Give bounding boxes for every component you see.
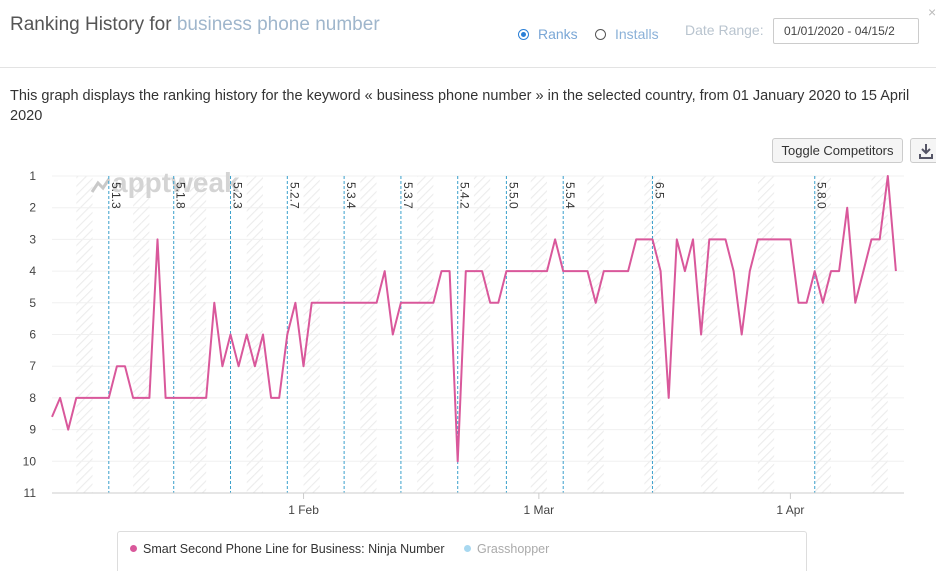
graph-description: This graph displays the ranking history … [10, 88, 910, 124]
y-tick-label: 11 [24, 486, 37, 500]
y-tick-label: 6 [29, 328, 36, 342]
date-range-input[interactable]: 01/01/2020 - 04/15/2 [773, 18, 919, 44]
x-tick-label: 1 Apr [776, 503, 804, 517]
version-label: 5.2.3 [231, 182, 245, 209]
version-label: 5.5.4 [563, 182, 577, 209]
y-tick-label: 8 [29, 391, 36, 405]
radio-installs-label: Installs [615, 26, 659, 42]
radio-installs[interactable]: Installs [595, 26, 659, 42]
version-label: 5.5.0 [506, 182, 520, 209]
version-label: 5.8.0 [815, 182, 829, 209]
download-icon [919, 144, 933, 159]
legend-marker [464, 545, 472, 552]
y-tick-label: 4 [29, 264, 36, 278]
page-title: Ranking History for business phone numbe… [10, 14, 380, 36]
version-label: 5.3.7 [401, 182, 415, 209]
version-label: 5.3.4 [344, 182, 358, 209]
x-tick-label: 1 Mar [524, 503, 555, 517]
watermark: apptweak [90, 167, 240, 198]
y-tick-label: 5 [29, 296, 36, 310]
series-lines [51, 175, 897, 463]
title-keyword: business phone number [176, 14, 380, 35]
version-label: 5.4.2 [458, 182, 472, 209]
y-tick-label: 1 [29, 169, 36, 183]
x-tick-label: 1 Feb [288, 503, 319, 517]
ranking-chart: apptweak 5.1.3 5.1.8 5.2.3 5.2.7 5.3.4 5.3.7 5… [23, 167, 904, 517]
watermark-logo-icon [90, 178, 111, 193]
legend-item-series-1[interactable]: Smart Second Phone Line for Business: Ni… [130, 542, 445, 556]
y-tick-label: 3 [29, 232, 36, 246]
download-button[interactable] [910, 138, 936, 163]
y-tick-label: 10 [23, 454, 37, 468]
y-tick-label: 7 [29, 359, 36, 373]
y-tick-label: 9 [29, 423, 36, 437]
x-axis: 1 Feb 1 Mar 1 Apr [52, 492, 904, 517]
legend-label: Grasshopper [477, 541, 550, 556]
close-icon[interactable]: × [928, 4, 936, 20]
radio-unselected-icon[interactable] [595, 28, 606, 40]
radio-selected-icon[interactable] [518, 28, 529, 40]
title-prefix: Ranking History for [10, 14, 177, 35]
legend: Smart Second Phone Line for Business: Ni… [117, 531, 807, 571]
version-markers: 5.1.3 5.1.8 5.2.3 5.2.7 5.3.4 5.3.7 5.4.2 5.5.0… [108, 176, 829, 493]
version-label: 5.1.8 [174, 182, 188, 209]
legend-label: Smart Second Phone Line for Business: Ni… [143, 541, 445, 556]
version-label: 5.2.7 [287, 182, 301, 209]
y-tick-label: 2 [29, 201, 36, 215]
legend-marker [130, 545, 137, 552]
radio-ranks[interactable]: Ranks [518, 26, 578, 42]
toggle-competitors-button[interactable]: Toggle Competitors [772, 138, 903, 163]
version-label: 5.1.3 [109, 182, 123, 209]
series-line [51, 175, 897, 463]
header: Ranking History for business phone numbe… [0, 0, 936, 68]
y-axis: 1 2 3 4 5 6 7 8 9 10 11 [23, 169, 37, 500]
watermark-text: apptweak [112, 167, 240, 198]
radio-ranks-label: Ranks [538, 26, 578, 42]
version-label: 6.5 [652, 182, 666, 199]
legend-item-series-2[interactable]: Grasshopper [464, 542, 549, 556]
date-range-label: Date Range: [685, 22, 764, 38]
